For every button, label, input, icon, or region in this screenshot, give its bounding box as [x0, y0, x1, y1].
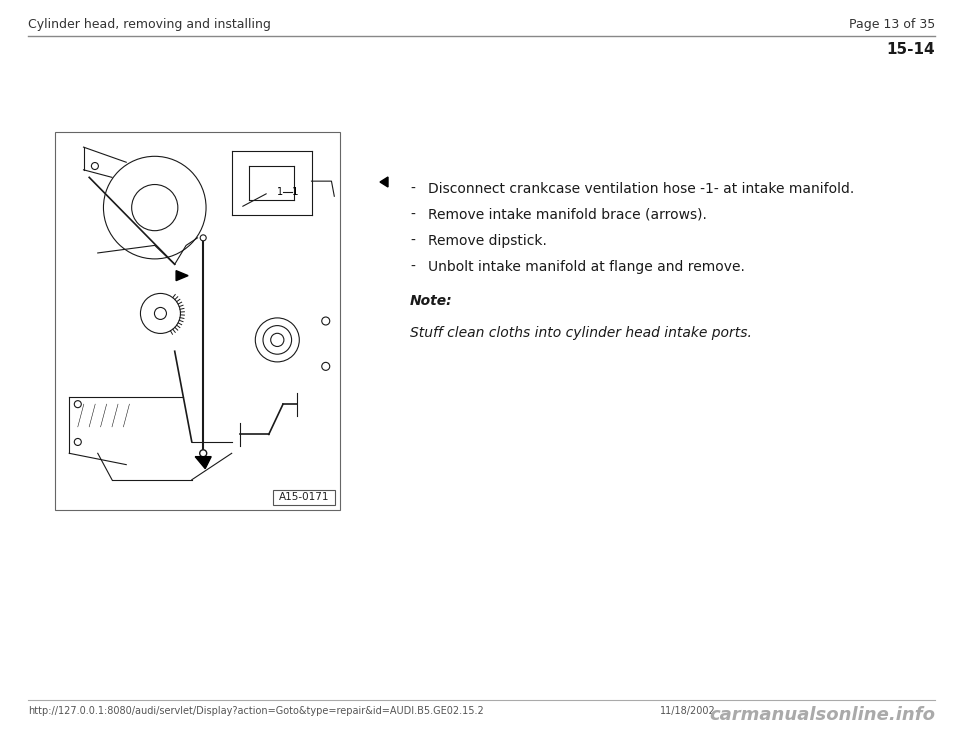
Circle shape [74, 401, 82, 407]
Text: -: - [410, 234, 415, 248]
Text: 15-14: 15-14 [886, 42, 935, 57]
Bar [55, 132, 340, 510]
Polygon shape [195, 456, 211, 469]
Text: 1: 1 [292, 188, 299, 197]
Text: Remove dipstick.: Remove dipstick. [428, 234, 547, 248]
Bar [273, 490, 335, 505]
Text: http://127.0.0.1:8080/audi/servlet/Display?action=Goto&type=repair&id=AUDI.B5.GE: http://127.0.0.1:8080/audi/servlet/Displ… [28, 706, 484, 716]
Circle shape [91, 162, 99, 169]
Polygon shape [176, 271, 188, 280]
Text: A15-0171: A15-0171 [278, 493, 329, 502]
Circle shape [322, 362, 329, 370]
Text: Page 13 of 35: Page 13 of 35 [849, 18, 935, 31]
Text: 11/18/2002: 11/18/2002 [660, 706, 716, 716]
Polygon shape [380, 177, 388, 187]
Text: Note:: Note: [410, 294, 452, 308]
Text: Unbolt intake manifold at flange and remove.: Unbolt intake manifold at flange and rem… [428, 260, 745, 274]
Circle shape [74, 439, 82, 445]
Circle shape [200, 450, 206, 457]
Text: Cylinder head, removing and installing: Cylinder head, removing and installing [28, 18, 271, 31]
Text: Stuff clean cloths into cylinder head intake ports.: Stuff clean cloths into cylinder head in… [410, 326, 752, 340]
Text: Disconnect crankcase ventilation hose -1- at intake manifold.: Disconnect crankcase ventilation hose -1… [428, 182, 854, 196]
Text: Remove intake manifold brace (arrows).: Remove intake manifold brace (arrows). [428, 208, 707, 222]
Text: 1: 1 [277, 188, 283, 197]
Text: -: - [410, 208, 415, 222]
Circle shape [322, 317, 329, 325]
Text: -: - [410, 182, 415, 196]
Circle shape [201, 234, 206, 241]
Text: -: - [410, 260, 415, 274]
Text: carmanualsonline.info: carmanualsonline.info [709, 706, 935, 724]
